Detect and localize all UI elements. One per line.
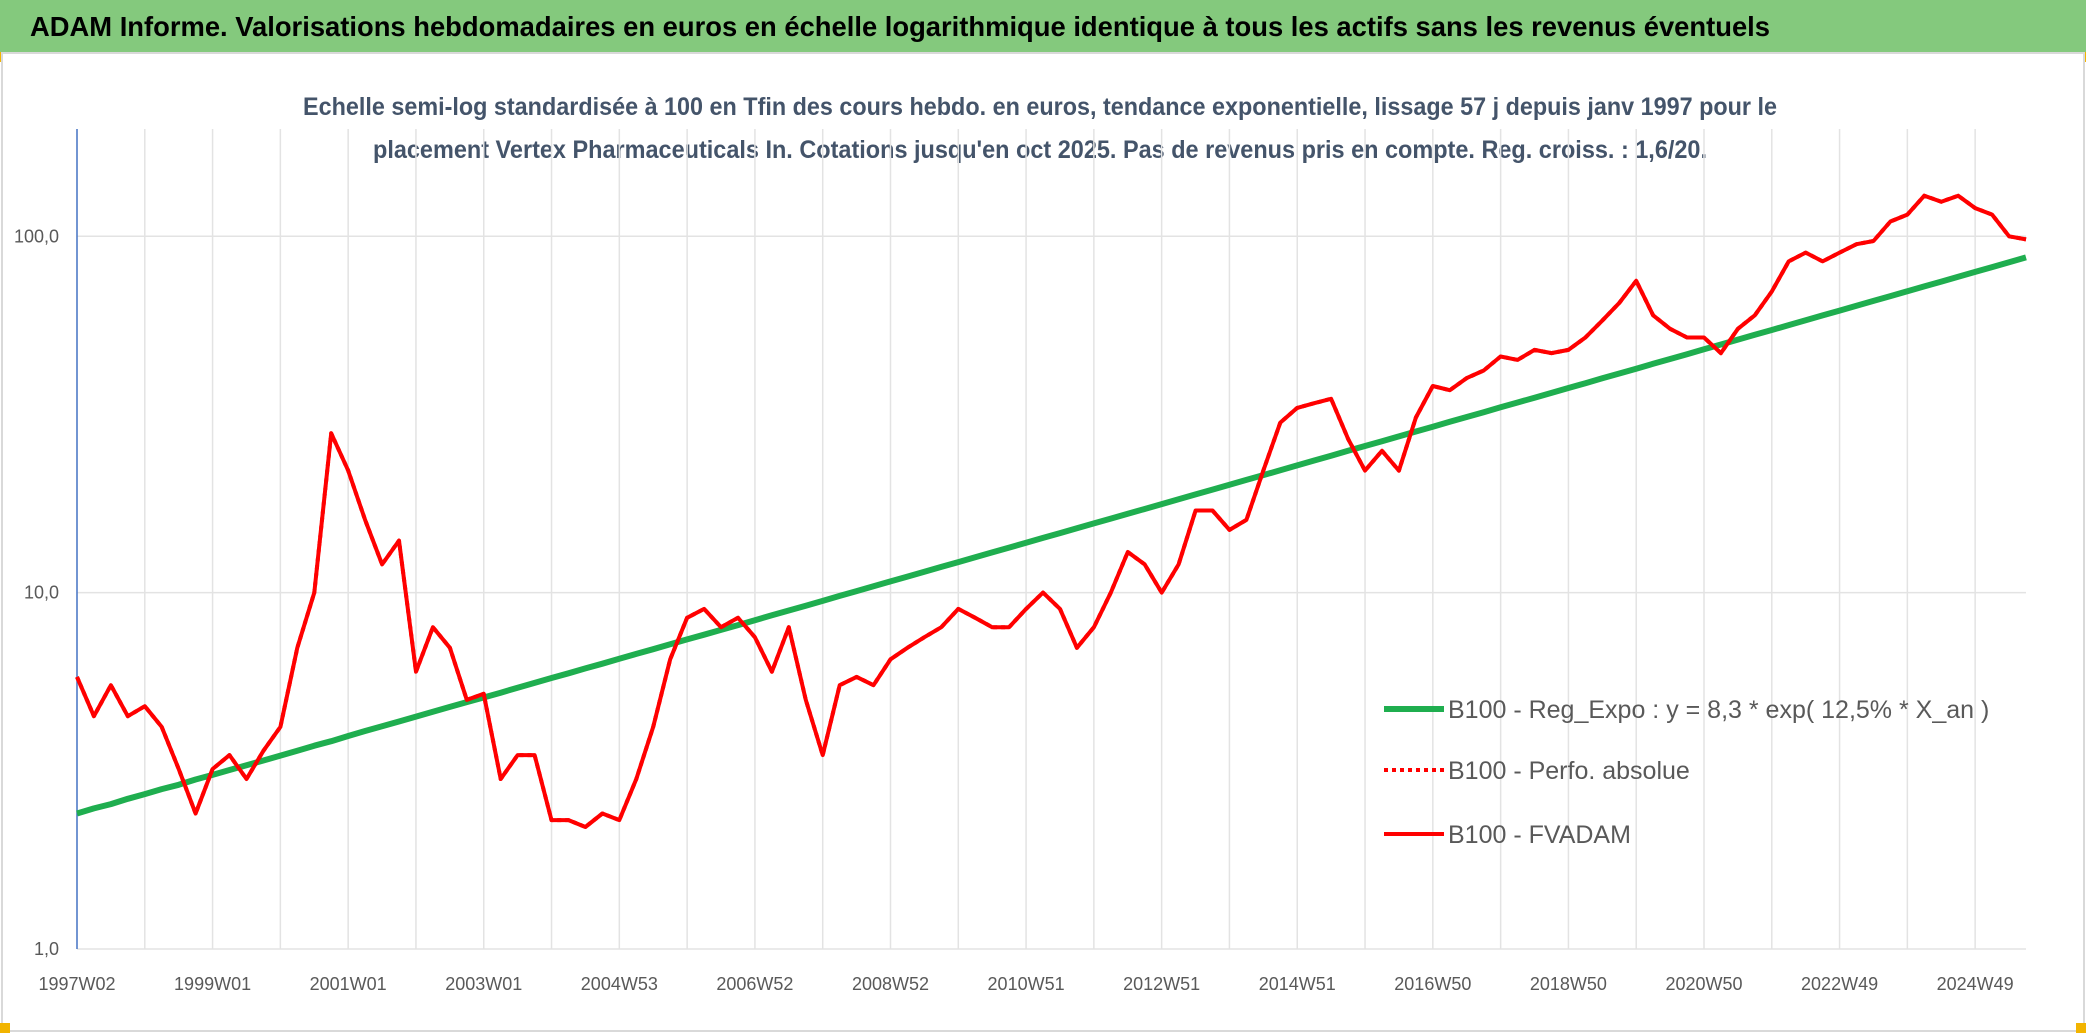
chart-subtitle: placement Vertex Pharmaceuticals In. Cot… (373, 136, 1707, 164)
x-tick-label: 2004W53 (581, 974, 658, 994)
x-tick-label: 1999W01 (174, 974, 251, 994)
y-tick-label: 10,0 (24, 583, 59, 603)
x-tick-label: 2016W50 (1394, 974, 1471, 994)
chart-frame (1, 52, 2085, 1032)
y-tick-label: 1,0 (34, 939, 59, 959)
x-tick-label: 2010W51 (988, 974, 1065, 994)
y-tick-label: 100,0 (14, 226, 59, 246)
chart-title: ADAM Informe. Valorisations hebdomadaire… (30, 11, 1770, 42)
corner-mark (2076, 1023, 2086, 1033)
x-tick-label: 2008W52 (852, 974, 929, 994)
legend-label: B100 - Perfo. absolue (1448, 757, 1690, 785)
x-tick-label: 2014W51 (1259, 974, 1336, 994)
title-bar (0, 0, 2086, 52)
x-tick-label: 2020W50 (1665, 974, 1742, 994)
x-tick-label: 2003W01 (445, 974, 522, 994)
legend-label: B100 - Reg_Expo : y = 8,3 * exp( 12,5% *… (1448, 696, 1989, 724)
legend-label: B100 - FVADAM (1448, 821, 1631, 849)
x-tick-label: 2024W49 (1937, 974, 2014, 994)
series-line (75, 193, 2027, 829)
x-tick-label: 2022W49 (1801, 974, 1878, 994)
x-tick-label: 2018W50 (1530, 974, 1607, 994)
x-tick-label: 2012W51 (1123, 974, 1200, 994)
x-tick-label: 2001W01 (310, 974, 387, 994)
x-tick-label: 1997W02 (38, 974, 115, 994)
chart-subtitle: Echelle semi-log standardisée à 100 en T… (303, 93, 1777, 121)
x-tick-label: 2006W52 (716, 974, 793, 994)
series-line (76, 254, 2027, 817)
corner-mark (0, 1023, 10, 1033)
